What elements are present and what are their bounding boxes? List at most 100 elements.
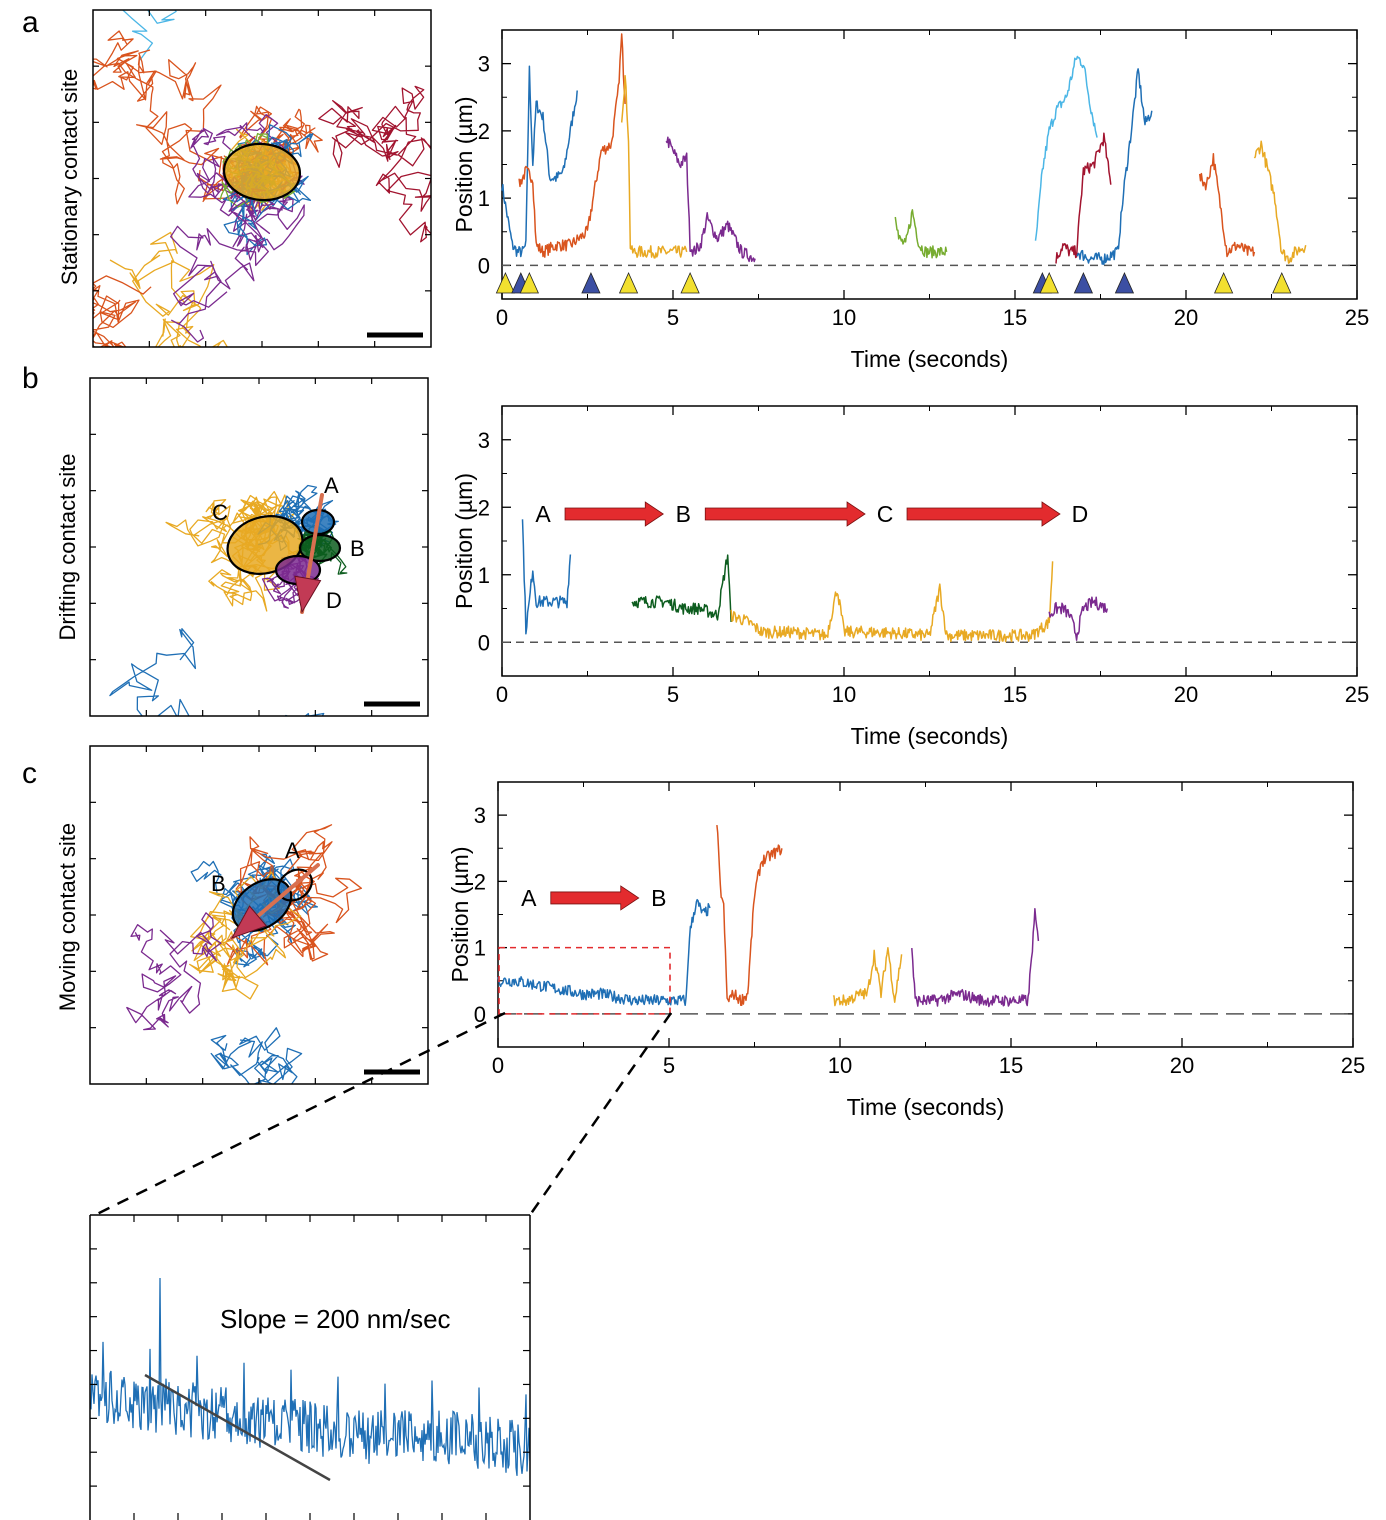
plot-frame: [497, 781, 1354, 1048]
x-tick-label: 25: [1341, 1053, 1365, 1078]
y-tick-label: 1: [478, 563, 490, 588]
x-tick-label: 25: [1345, 682, 1369, 707]
sequence-arrow: [704, 501, 866, 527]
x-tick-label: 20: [1174, 682, 1198, 707]
x-tick-label: 10: [832, 305, 856, 330]
zoom-line-right: [528, 1012, 673, 1216]
series-line-a-1: [518, 33, 626, 258]
series-line-b-2: [730, 561, 1054, 643]
series-line-b-0: [521, 519, 572, 635]
y-tick-label: 3: [478, 52, 490, 77]
y-tick-label: 3: [474, 803, 486, 828]
panel-label-c: c: [22, 757, 37, 790]
trajectory-ylabel-b: Drifting contact site: [55, 453, 80, 640]
site-label-b-B: B: [350, 536, 365, 561]
inset-zoom-plot: [89, 1214, 531, 1520]
x-tick-label: 5: [667, 305, 679, 330]
event-marker-blue: [1073, 272, 1094, 294]
trajectory-path: [93, 275, 152, 347]
series-line-a-7: [1076, 68, 1153, 266]
plot-frame: [501, 405, 1358, 677]
event-marker-blue: [581, 272, 601, 294]
trajectory-path: [189, 871, 302, 1000]
series-line-a-2: [620, 75, 688, 259]
site-label-b-C: C: [212, 500, 228, 525]
site-label-c-A: A: [285, 838, 300, 863]
y-tick-label: 1: [474, 936, 486, 961]
y-tick-label: 0: [478, 253, 490, 278]
sequence-label: C: [877, 501, 894, 527]
sequence-label: A: [521, 885, 537, 911]
sequence-arrow: [906, 501, 1061, 527]
site-label-b-D: D: [326, 588, 342, 613]
event-marker-yellow: [680, 272, 700, 294]
sequence-label: D: [1072, 501, 1089, 527]
y-axis-label: Position (µm): [451, 473, 477, 609]
x-tick-label: 15: [1003, 682, 1027, 707]
series-line-a-9: [1253, 140, 1307, 264]
drift-arrow-head: [230, 905, 268, 939]
trajectory-ylabel-a: Stationary contact site: [57, 69, 82, 285]
inset-fit-line: [144, 1373, 331, 1482]
trajectory-path: [318, 85, 431, 243]
x-tick-label: 0: [492, 1053, 504, 1078]
x-tick-label: 10: [832, 682, 856, 707]
inset-trace: [90, 1277, 530, 1482]
panel-label-b: b: [22, 362, 39, 395]
event-marker-yellow: [1214, 272, 1234, 294]
trajectory-path: [126, 912, 222, 1031]
series-line-a-5: [1034, 55, 1098, 241]
y-tick-label: 0: [478, 630, 490, 655]
series-line-c-3: [911, 907, 1040, 1008]
series-line-c-1: [716, 825, 783, 1007]
panel-label-a: a: [22, 6, 39, 39]
series-line-a-3: [665, 136, 756, 263]
trajectory-path: [210, 1027, 303, 1084]
zoom-line-left: [94, 1011, 506, 1217]
sequence-label: B: [676, 501, 691, 527]
x-tick-label: 0: [496, 682, 508, 707]
sequence-arrow: [550, 885, 640, 911]
event-marker-blue: [1114, 272, 1135, 294]
trajectory-panel-b: [89, 377, 429, 717]
zoom-selection-box: [498, 946, 671, 1015]
event-marker-yellow: [1039, 272, 1059, 294]
x-tick-label: 15: [1003, 305, 1027, 330]
trajectory-path: [109, 628, 325, 716]
chart-a: 0 5 10 15 20 25 0 1 2 3 Time (seconds) Position (µm…: [451, 29, 1369, 372]
trajectories: [109, 484, 348, 716]
chart-b: 0 5 10 15 20 25 0 1 2 3 Time (seconds) Position (µm…: [451, 405, 1369, 749]
series-line-a-6: [1055, 132, 1112, 264]
y-tick-label: 1: [478, 186, 490, 211]
y-tick-label: 0: [474, 1002, 486, 1027]
x-tick-label: 20: [1174, 305, 1198, 330]
series-line-a-4: [894, 209, 948, 259]
trajectory-path: [93, 30, 270, 205]
contact-site-outline: [222, 142, 302, 202]
sequence-arrow: [564, 501, 664, 527]
trajectory-panel-a: [92, 9, 432, 348]
x-tick-label: 15: [999, 1053, 1023, 1078]
y-tick-label: 2: [474, 869, 486, 894]
event-marker-yellow: [618, 272, 639, 294]
x-tick-label: 20: [1170, 1053, 1194, 1078]
series-line-b-1: [631, 554, 732, 623]
event-marker-yellow: [1272, 272, 1292, 294]
x-tick-label: 5: [663, 1053, 675, 1078]
x-axis-label: Time (seconds): [851, 346, 1009, 372]
trajectory-panel-c: [89, 745, 429, 1085]
x-tick-label: 5: [667, 682, 679, 707]
series-line-a-8: [1198, 152, 1256, 258]
x-axis-label: Time (seconds): [847, 1094, 1005, 1120]
inset-annotation: Slope = 200 nm/sec: [220, 1304, 451, 1334]
trajectory-ylabel-c: Moving contact site: [55, 823, 80, 1011]
x-tick-label: 10: [828, 1053, 852, 1078]
plot-frame: [501, 29, 1358, 300]
site-label-b-A: A: [324, 473, 339, 498]
series-line-a-0: [501, 65, 578, 258]
x-tick-label: 25: [1345, 305, 1369, 330]
sequence-label: A: [535, 501, 551, 527]
trajectory-path: [109, 231, 229, 347]
event-marker-yellow: [519, 272, 539, 294]
chart-c: 0 5 10 15 20 25 0 1 2 3 Time (seconds) Position (µm…: [447, 781, 1365, 1120]
